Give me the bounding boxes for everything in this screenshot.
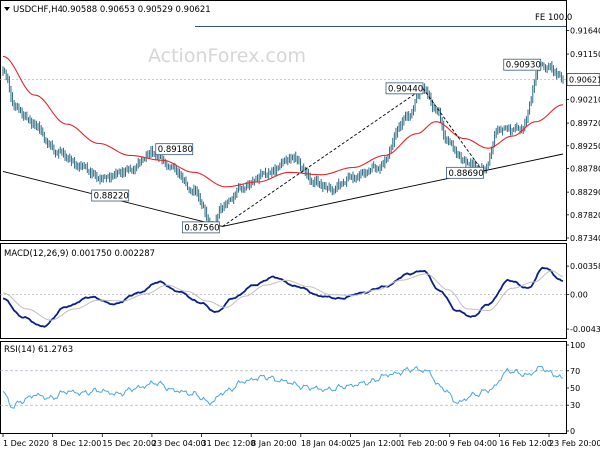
macd-line xyxy=(2,266,564,328)
price-axis-label: 0.87340 xyxy=(570,234,600,243)
callout-label: 0.87560 xyxy=(184,223,219,233)
current-price-tag: 0.90621 xyxy=(566,73,600,86)
time-axis-label: 16 Feb 12:00 xyxy=(499,439,551,448)
price-callout: 0.89180 xyxy=(155,143,194,156)
callout-box xyxy=(91,189,130,202)
rsi-axis-label: 70 xyxy=(570,367,580,376)
macd-axis-label: 0.00 xyxy=(570,291,588,300)
time-axis-label: 18 Jan 04:00 xyxy=(301,439,352,448)
ohlc-readout: 0.90588 0.90653 0.90529 0.90621 xyxy=(62,5,211,15)
time-axis-label: 1 Dec 2020 xyxy=(3,439,49,448)
macd-axis: 0.003584 0.00 -0.004331 xyxy=(566,262,600,334)
callout-box xyxy=(503,58,542,71)
price-panel: 0.88220 0.89180 0.87560 0.90440 0.88690 0.909… xyxy=(0,0,600,243)
time-axis-label: 23 Dec 04:00 xyxy=(152,439,206,448)
current-price-box xyxy=(566,73,600,86)
time-axis-label: 8 Dec 12:00 xyxy=(53,439,102,448)
callout-box xyxy=(385,82,424,95)
macd-axis-label: 0.003584 xyxy=(570,262,600,271)
price-axis-label: 0.89720 xyxy=(570,119,600,128)
price-callout: 0.88690 xyxy=(446,166,484,179)
time-axis-label: 9 Feb 04:00 xyxy=(450,439,497,448)
price-axis-label: 0.89250 xyxy=(570,142,600,151)
rsi-axis-label: 0 xyxy=(570,427,575,436)
price-callout: 0.88220 xyxy=(91,189,130,202)
time-axis-label: 25 Jan 12:00 xyxy=(350,439,401,448)
current-price-label: 0.90621 xyxy=(569,76,600,85)
price-axis-label: 0.91640 xyxy=(570,26,600,35)
rsi-axis: 100 70 50 30 0 xyxy=(566,341,585,436)
time-axis-label: 31 Dec 12:00 xyxy=(202,439,256,448)
macd-signal-line xyxy=(2,270,564,321)
price-axis: 0.91640 0.91150 0.90210 0.89720 0.89250 0.887… xyxy=(566,26,600,243)
macd-plot-area xyxy=(0,266,566,328)
macd-panel-frame xyxy=(0,243,567,339)
price-axis-label: 0.88780 xyxy=(570,164,600,173)
callout-box xyxy=(446,166,484,179)
price-callout: 0.90930 xyxy=(503,58,542,71)
rsi-axis-label: 50 xyxy=(570,384,580,393)
rsi-plot-area xyxy=(0,365,566,409)
price-axis-label: 0.91150 xyxy=(570,50,600,59)
ema-line xyxy=(2,55,564,188)
rsi-axis-label: 30 xyxy=(570,401,580,410)
callout-label: 0.89180 xyxy=(158,145,193,155)
time-axis-label: 15 Dec 20:00 xyxy=(102,439,156,448)
callout-label: 0.88220 xyxy=(94,192,129,202)
macd-panel: MACD(12,26,9) 0.001750 0.002287 0.003584… xyxy=(0,243,600,339)
symbol-dropdown-icon[interactable] xyxy=(4,7,10,11)
dashed-trendline xyxy=(222,87,424,227)
callout-box xyxy=(155,143,194,156)
rsi-panel-frame xyxy=(0,341,567,434)
time-axis-label: 8 Jan 20:00 xyxy=(251,439,297,448)
price-axis-label: 0.88290 xyxy=(570,188,600,197)
time-axis-label: 1 Feb 20:00 xyxy=(400,439,447,448)
rsi-axis-label: 100 xyxy=(570,341,585,350)
macd-header: MACD(12,26,9) 0.001750 0.002287 xyxy=(4,249,155,259)
callout-label: 0.90930 xyxy=(506,61,541,71)
callout-label: 0.90440 xyxy=(388,84,423,94)
dashed-trendline xyxy=(422,88,484,173)
symbol-label: USDCHF,H4 xyxy=(13,5,63,15)
price-callout: 0.87560 xyxy=(181,221,220,234)
time-axis-label: 23 Feb 20:00 xyxy=(549,439,600,448)
macd-axis-label: -0.004331 xyxy=(570,325,600,334)
callout-box xyxy=(181,221,220,234)
callout-label: 0.88690 xyxy=(448,169,483,179)
rsi-panel: RSI(14) 61.2763 100 70 50 30 0 xyxy=(0,341,585,436)
trendline xyxy=(222,153,564,227)
rsi-line xyxy=(2,365,564,409)
price-plot-area: 0.88220 0.89180 0.87560 0.90440 0.88690 0.909… xyxy=(0,26,566,234)
rsi-header: RSI(14) 61.2763 xyxy=(4,345,73,355)
price-axis-label: 0.87820 xyxy=(570,211,600,220)
fib-level-label: FE 100.0 xyxy=(535,13,572,23)
price-axis-label: 0.90210 xyxy=(570,95,600,104)
price-panel-frame xyxy=(0,0,567,241)
watermark-text: ActionForex.com xyxy=(148,45,306,67)
price-callout: 0.90440 xyxy=(385,82,424,95)
